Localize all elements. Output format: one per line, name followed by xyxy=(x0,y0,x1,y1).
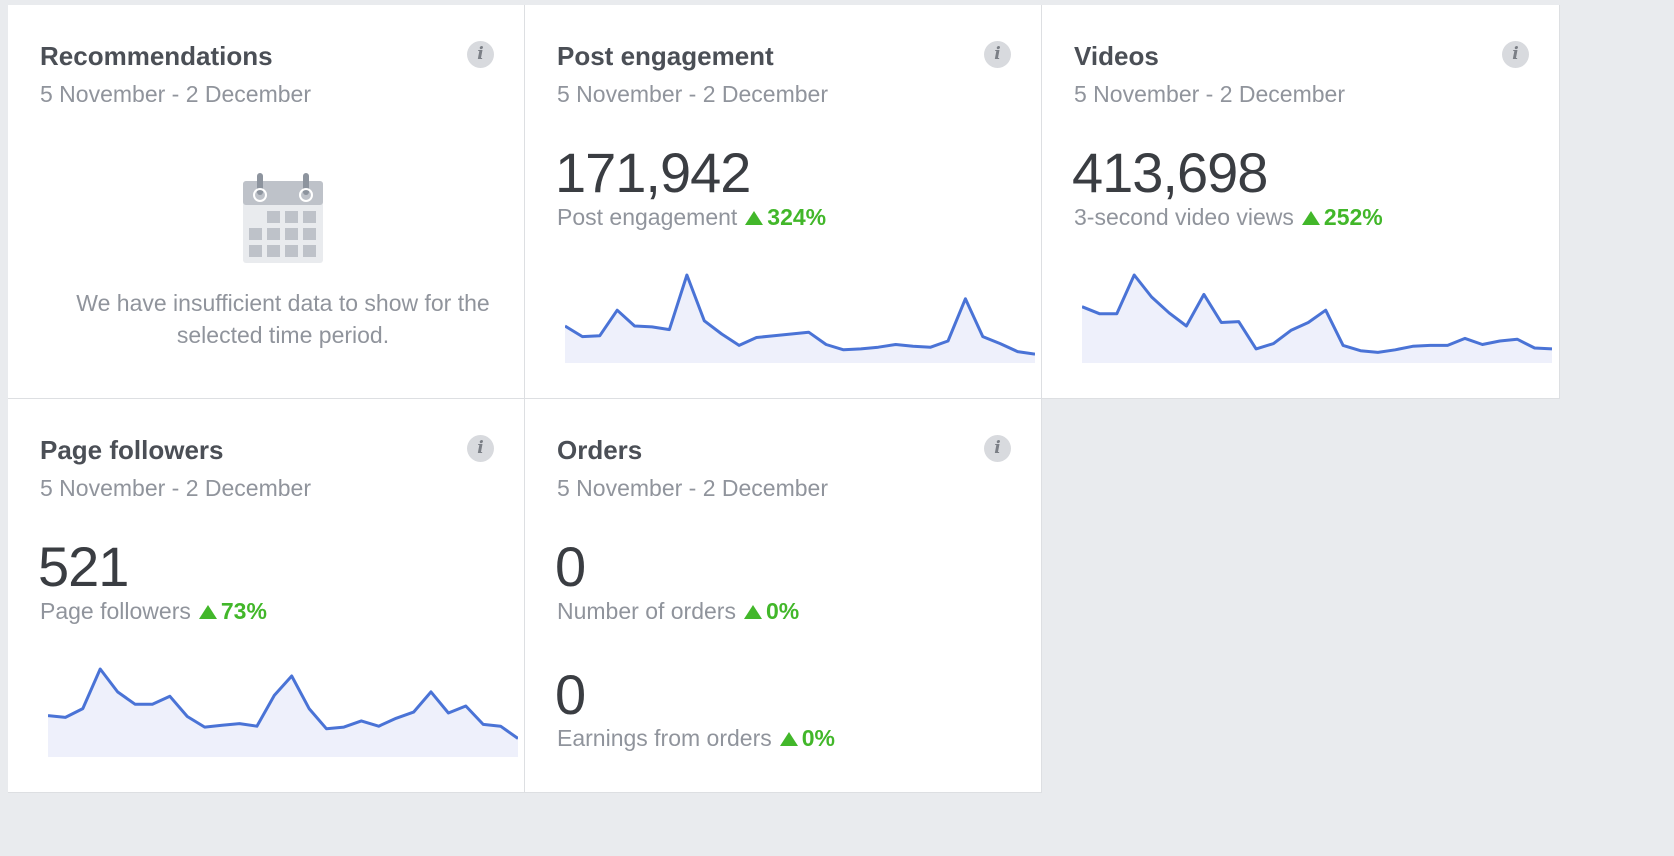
sparkline-area xyxy=(1082,275,1552,363)
triangle-up-icon xyxy=(779,731,798,746)
sparkline-line xyxy=(1082,273,1552,354)
info-icon[interactable]: i xyxy=(467,41,494,68)
insufficient-data-message: We have insufficient data to show for th… xyxy=(76,290,490,348)
sparkline-line xyxy=(565,273,1035,356)
change-indicator: 252% xyxy=(1301,204,1383,231)
calendar-icon xyxy=(243,173,323,263)
triangle-up-icon xyxy=(1301,210,1320,225)
metric-label: 3-second video views xyxy=(1074,204,1294,230)
metric-value: 171,942 xyxy=(555,141,751,204)
metric-value: 521 xyxy=(38,535,129,598)
metric-row: Post engagement 324% xyxy=(557,204,826,231)
change-percent: 73% xyxy=(220,598,267,624)
triangle-up-icon xyxy=(745,210,764,225)
metric-row: Earnings from orders 0% xyxy=(557,725,835,752)
post-engagement-card: Post engagement 5 November - 2 December … xyxy=(525,5,1042,399)
change-percent: 0% xyxy=(801,725,835,751)
insights-grid: Recommendations 5 November - 2 December … xyxy=(8,5,1674,856)
card-title: Post engagement xyxy=(557,41,774,71)
sparkline-area xyxy=(565,275,1035,363)
videos-card: Videos 5 November - 2 December i 413,698… xyxy=(1042,5,1560,399)
change-percent: 324% xyxy=(767,204,827,230)
card-title: Recommendations xyxy=(40,41,273,71)
change-indicator: 0% xyxy=(743,598,800,625)
info-icon[interactable]: i xyxy=(467,435,494,462)
card-title: Videos xyxy=(1074,41,1159,71)
date-range: 5 November - 2 December xyxy=(557,475,828,501)
sparkline-line xyxy=(48,667,518,740)
page-followers-card: Page followers 5 November - 2 December i… xyxy=(8,399,525,793)
change-percent: 0% xyxy=(765,598,800,624)
change-percent: 252% xyxy=(1323,204,1383,230)
change-indicator: 73% xyxy=(198,598,267,625)
metric-row: 3-second video views 252% xyxy=(1074,204,1383,231)
metric-row: Number of orders 0% xyxy=(557,598,799,625)
date-range: 5 November - 2 December xyxy=(557,81,828,107)
metric-row: Page followers 73% xyxy=(40,598,267,625)
orders-count-value: 0 xyxy=(555,535,586,598)
sparkline-chart xyxy=(565,273,1035,363)
metric-label: Earnings from orders xyxy=(557,725,772,751)
recommendations-card: Recommendations 5 November - 2 December … xyxy=(8,5,525,399)
card-title: Page followers xyxy=(40,435,224,465)
info-icon[interactable]: i xyxy=(984,435,1011,462)
date-range: 5 November - 2 December xyxy=(40,475,311,501)
info-icon[interactable]: i xyxy=(1502,41,1529,68)
orders-card: Orders 5 November - 2 December i 0 Numbe… xyxy=(525,399,1042,793)
metric-label: Post engagement xyxy=(557,204,738,230)
sparkline-chart xyxy=(48,667,518,757)
triangle-up-icon xyxy=(743,604,762,619)
change-indicator: 324% xyxy=(745,204,826,231)
date-range: 5 November - 2 December xyxy=(1074,81,1345,107)
card-title: Orders xyxy=(557,435,643,465)
metric-value: 413,698 xyxy=(1072,141,1268,204)
sparkline-chart xyxy=(1082,273,1552,363)
change-indicator: 0% xyxy=(779,725,835,752)
info-icon[interactable]: i xyxy=(984,41,1011,68)
date-range: 5 November - 2 December xyxy=(40,81,311,107)
sparkline-area xyxy=(48,669,518,757)
metric-label: Number of orders xyxy=(557,598,736,624)
metric-label: Page followers xyxy=(40,598,191,624)
earnings-value: 0 xyxy=(555,663,586,726)
triangle-up-icon xyxy=(198,604,217,619)
